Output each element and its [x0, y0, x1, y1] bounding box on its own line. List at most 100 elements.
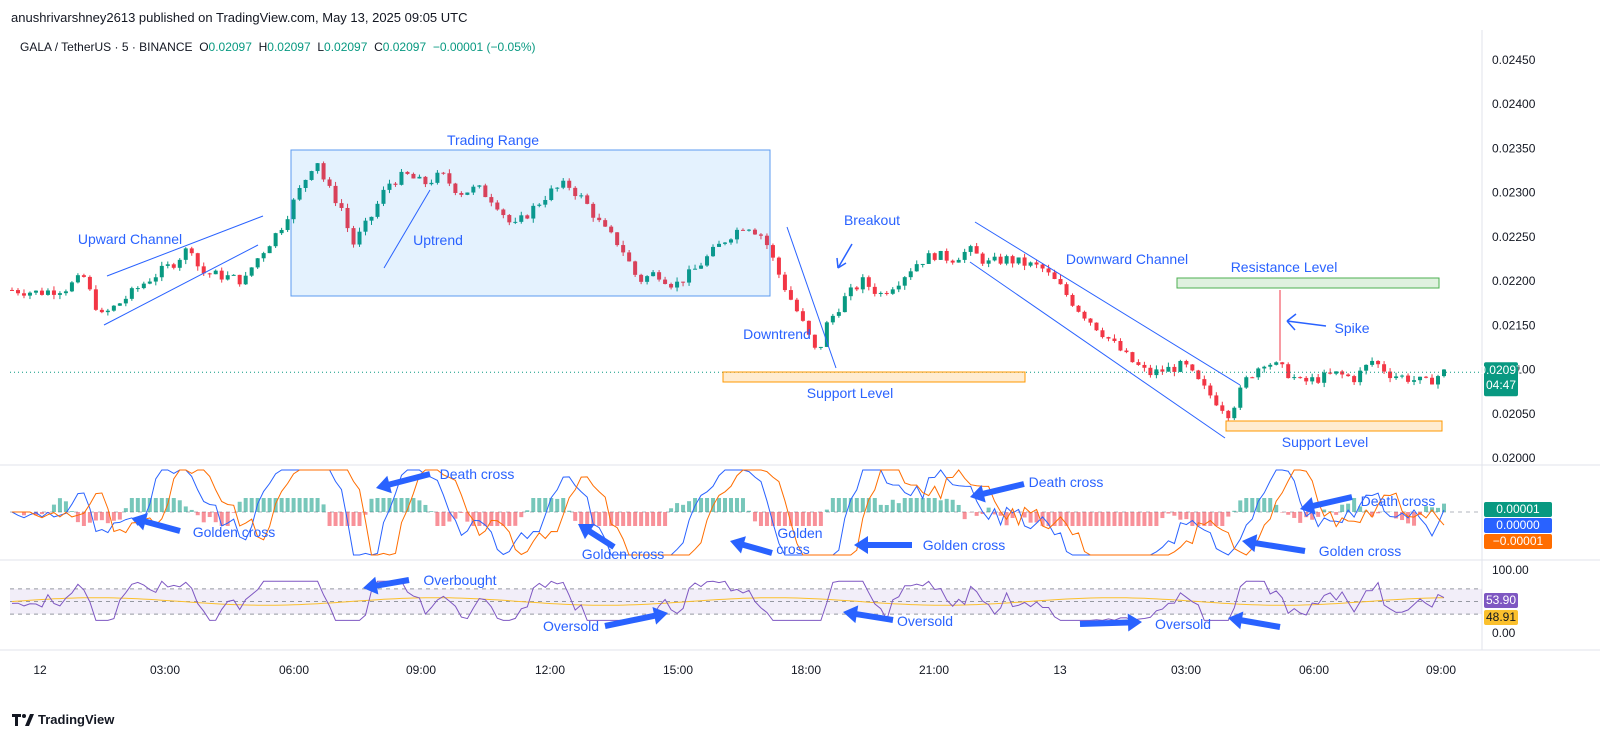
- candle-body: [27, 292, 32, 296]
- time-tick-label: 03:00: [150, 663, 180, 677]
- macd-hist-bar: [309, 498, 314, 512]
- macd-hist-bar: [1058, 512, 1063, 526]
- macd-hist-bar: [105, 512, 110, 524]
- candle-body: [591, 203, 596, 218]
- macd-hist-bar: [1262, 498, 1267, 512]
- macd-hist-bar: [549, 498, 554, 512]
- macd-hist-bar: [429, 511, 434, 512]
- macd-hist-bar: [141, 498, 146, 512]
- golden-cross-label: Golden: [777, 525, 822, 541]
- macd-hist-bar: [303, 498, 308, 512]
- time-tick-label: 21:00: [919, 663, 949, 677]
- macd-hist-bar: [1142, 512, 1147, 526]
- candle-body: [399, 171, 404, 185]
- candle-body: [734, 229, 739, 240]
- candle-body: [243, 275, 248, 285]
- candle-body: [657, 272, 662, 280]
- downward-channel-lower: [969, 261, 1226, 439]
- candle-body: [1244, 377, 1249, 388]
- candle-body: [1220, 405, 1225, 411]
- candle-body: [920, 263, 925, 265]
- candle-body: [1016, 257, 1021, 264]
- macd-hist-bar: [573, 512, 578, 521]
- rsi-badge-label: 53.90: [1486, 593, 1516, 607]
- breakout-arrow: [836, 243, 853, 269]
- macd-hist-bar: [1118, 512, 1123, 526]
- macd-hist-bar: [585, 512, 590, 526]
- candle-body: [788, 290, 793, 300]
- candle-body: [141, 283, 146, 289]
- macd-hist-bar: [633, 512, 638, 526]
- macd-hist-bar: [776, 512, 781, 526]
- candle-body: [938, 250, 943, 260]
- candles-group: [10, 161, 1446, 421]
- death-cross-label: Death cross: [1029, 474, 1104, 490]
- macd-hist-bar: [1076, 512, 1081, 526]
- candle-body: [321, 163, 326, 180]
- macd-hist-bar: [681, 504, 686, 512]
- macd-hist-bar: [1322, 509, 1327, 512]
- golden-cross-label: Golden cross: [582, 546, 664, 562]
- oversold-label: Oversold: [543, 618, 599, 634]
- candle-body: [974, 246, 979, 254]
- macd-hist-bar: [1394, 512, 1399, 519]
- macd-hist-bar: [699, 498, 704, 512]
- macd-hist-bar: [1112, 512, 1117, 526]
- macd-hist-bar: [327, 512, 332, 526]
- candle-body: [1262, 366, 1267, 369]
- candle-body: [1340, 371, 1345, 375]
- golden-cross-label: Golden cross: [923, 537, 1005, 553]
- candle-body: [273, 233, 278, 247]
- candle-body: [153, 277, 158, 282]
- candle-body: [1394, 376, 1399, 379]
- candle-body: [1064, 284, 1069, 295]
- oversold-label: Oversold: [1155, 616, 1211, 632]
- macd-hist-bar: [615, 512, 620, 526]
- macd-line: [11, 469, 1445, 556]
- candle-body: [177, 259, 182, 268]
- macd-hist-bar: [315, 498, 320, 512]
- uptrend-line: [383, 189, 431, 269]
- candle-body: [315, 163, 320, 172]
- macd-hist-bar: [1040, 512, 1045, 526]
- candle-body: [651, 272, 656, 277]
- candle-body: [980, 253, 985, 264]
- candle-body: [219, 270, 224, 280]
- macd-hist-bar: [1202, 512, 1207, 526]
- candle-body: [477, 185, 482, 187]
- candle-body: [1370, 360, 1375, 365]
- candle-body: [309, 171, 314, 180]
- golden-cross-arrow-shape: [578, 523, 616, 550]
- macd-hist-bar: [393, 498, 398, 512]
- candle-body: [782, 274, 787, 291]
- macd-hist-bar: [974, 512, 979, 516]
- macd-hist-bar: [950, 499, 955, 512]
- symbol-legend[interactable]: GALA / TetherUS · 5 · BINANCE O0.02097 H…: [20, 40, 536, 54]
- candle-body: [830, 315, 835, 323]
- macd-hist-bar: [1424, 506, 1429, 512]
- candle-body: [357, 231, 362, 245]
- macd-hist-bar: [609, 512, 614, 526]
- candle-body: [1106, 337, 1111, 339]
- macd-hist-bar: [1376, 512, 1381, 514]
- macd-hist-bar: [830, 498, 835, 512]
- candle-body: [932, 253, 937, 260]
- candle-body: [1280, 362, 1285, 365]
- macd-hist-bar: [177, 500, 182, 512]
- candle-body: [483, 185, 488, 198]
- macd-hist-bar: [627, 512, 632, 526]
- macd-hist-bar: [1208, 512, 1213, 526]
- candle-body: [1382, 364, 1387, 372]
- golden-cross-label: Golden cross: [1319, 543, 1401, 559]
- candle-body: [1412, 380, 1417, 382]
- candle-body: [375, 203, 380, 217]
- candle-body: [1148, 367, 1153, 376]
- candle-body: [1298, 377, 1303, 379]
- candle-body: [471, 186, 476, 193]
- candle-body: [1442, 369, 1446, 377]
- candle-body: [962, 251, 967, 260]
- macd-hist-bar: [1274, 504, 1279, 512]
- candle-body: [555, 187, 560, 189]
- candle-body: [1208, 385, 1213, 396]
